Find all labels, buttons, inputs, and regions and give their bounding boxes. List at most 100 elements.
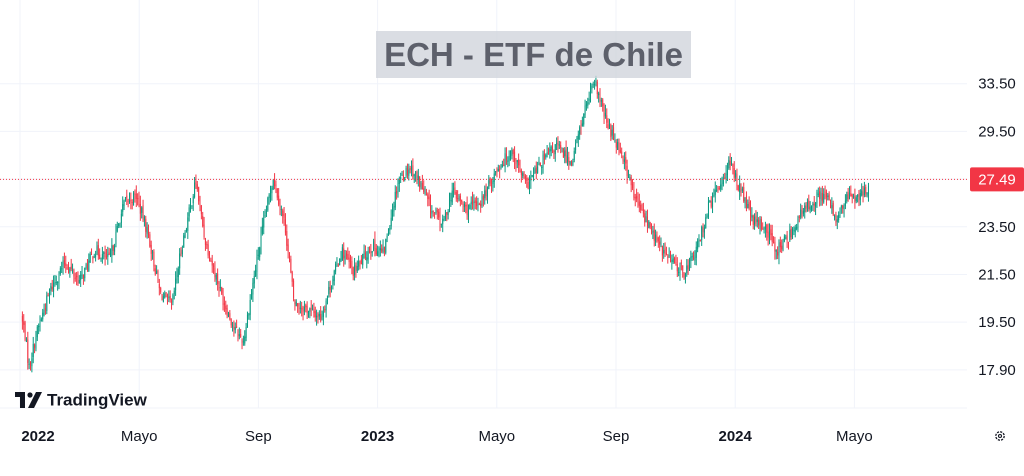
candle xyxy=(309,307,311,319)
candle xyxy=(787,241,789,250)
candle xyxy=(127,198,129,208)
candle xyxy=(135,185,137,208)
candle xyxy=(447,208,449,220)
candle xyxy=(337,263,339,267)
candle xyxy=(294,299,296,311)
candle xyxy=(844,194,846,210)
candle xyxy=(632,179,634,191)
tradingview-logo-icon xyxy=(15,392,42,408)
candle xyxy=(611,125,613,140)
candle xyxy=(25,337,27,343)
candle xyxy=(253,270,255,289)
candle xyxy=(767,223,769,246)
candle xyxy=(265,205,267,217)
candle xyxy=(416,170,418,185)
candle xyxy=(400,172,402,184)
candle xyxy=(196,181,198,192)
candle xyxy=(575,139,577,154)
candle xyxy=(724,172,726,180)
candle xyxy=(324,305,326,313)
candle xyxy=(227,311,229,318)
candle xyxy=(773,236,775,244)
candle xyxy=(686,259,688,277)
candle xyxy=(653,223,655,247)
candle xyxy=(596,79,598,99)
tradingview-logo[interactable]: TradingView xyxy=(15,391,148,410)
candle xyxy=(28,358,30,370)
candle xyxy=(408,163,410,181)
candle xyxy=(210,257,212,262)
candle xyxy=(278,188,280,207)
candle xyxy=(514,146,516,170)
candle xyxy=(642,202,644,218)
candle xyxy=(451,182,453,206)
candle xyxy=(276,188,278,201)
candle xyxy=(699,239,701,242)
candle xyxy=(850,185,852,197)
candle xyxy=(38,323,40,335)
candle xyxy=(450,192,452,207)
candle xyxy=(482,194,484,207)
candle xyxy=(328,281,330,298)
price-tick-label: 19.50 xyxy=(978,314,1016,331)
candle xyxy=(241,338,243,350)
candle xyxy=(790,226,792,240)
candle xyxy=(93,253,95,259)
candle xyxy=(469,203,471,210)
candle xyxy=(35,330,37,352)
candle xyxy=(302,305,304,321)
candle xyxy=(707,196,709,219)
settings-icon[interactable] xyxy=(995,431,1005,441)
candle xyxy=(335,261,337,275)
candle xyxy=(561,147,563,153)
candle xyxy=(710,196,712,209)
candle xyxy=(594,79,596,90)
candle xyxy=(363,244,365,259)
candle xyxy=(861,183,863,197)
time-tick-label: 2023 xyxy=(361,428,394,445)
candle xyxy=(120,209,122,228)
candle xyxy=(637,192,639,208)
candle xyxy=(644,209,646,227)
candle xyxy=(510,150,512,161)
candle xyxy=(493,168,495,188)
candle xyxy=(598,91,600,103)
candle xyxy=(70,258,72,272)
price-tick-label: 17.90 xyxy=(978,362,1016,379)
candle xyxy=(615,139,617,154)
candle xyxy=(105,249,107,260)
candle xyxy=(181,245,183,258)
candle xyxy=(232,321,234,332)
candle xyxy=(436,207,438,220)
candle xyxy=(146,222,148,239)
candle xyxy=(424,186,426,196)
candle xyxy=(714,181,716,203)
candle xyxy=(840,204,842,214)
time-axis[interactable]: 2022 Mayo Sep 2023 Mayo Sep 2024 Mayo xyxy=(21,428,872,445)
candle xyxy=(165,292,167,298)
candle xyxy=(43,303,45,317)
candle xyxy=(312,304,314,311)
candle xyxy=(547,147,549,155)
candle xyxy=(404,176,406,182)
candle xyxy=(234,322,236,334)
time-tick-label: 2022 xyxy=(21,428,54,445)
candle xyxy=(91,248,93,256)
candle xyxy=(568,151,570,170)
candle xyxy=(233,320,235,337)
candle xyxy=(213,263,215,274)
candle xyxy=(655,229,657,246)
candle xyxy=(778,239,780,265)
time-tick-label: Sep xyxy=(603,428,630,445)
candle xyxy=(518,153,520,173)
candle xyxy=(31,352,33,373)
candle xyxy=(207,239,209,259)
candle xyxy=(706,213,708,219)
candle xyxy=(204,237,206,251)
candle xyxy=(73,268,75,284)
candle xyxy=(465,202,467,214)
candle xyxy=(560,141,562,154)
candle xyxy=(242,335,244,346)
